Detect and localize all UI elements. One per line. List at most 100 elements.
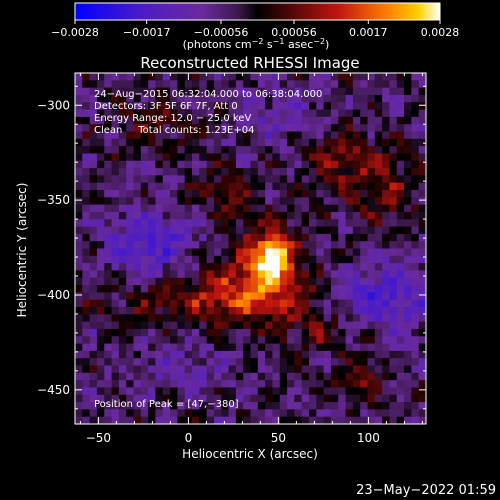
- heatmap-cell: [82, 94, 91, 103]
- heatmap-cell: [265, 358, 274, 367]
- heatmap-cell: [294, 116, 303, 125]
- heatmap-cell: [316, 263, 325, 272]
- heatmap-cell: [206, 328, 215, 337]
- heatmap-cell: [265, 87, 274, 96]
- heatmap-cell: [382, 168, 391, 176]
- y-tick-label: −350: [37, 193, 70, 207]
- heatmap-cell: [126, 321, 135, 330]
- heatmap-cell: [389, 321, 398, 330]
- heatmap-cell: [96, 380, 105, 389]
- heatmap-cell: [287, 365, 295, 374]
- heatmap-cell: [206, 307, 215, 315]
- heatmap-cell: [374, 343, 383, 352]
- heatmap-cell: [111, 124, 120, 133]
- heatmap-cell: [418, 73, 426, 81]
- heatmap-cell: [257, 321, 266, 330]
- heatmap-cell: [316, 321, 325, 330]
- heatmap-cell: [382, 116, 391, 125]
- heatmap-cell: [389, 350, 398, 359]
- heatmap-cell: [228, 387, 237, 396]
- heatmap-cell: [155, 146, 164, 155]
- heatmap-cell: [96, 211, 105, 220]
- heatmap-cell: [250, 116, 259, 125]
- colorbar-tick-label: 0.0028: [421, 26, 460, 39]
- heatmap-cell: [418, 190, 426, 198]
- heatmap-cell: [287, 372, 295, 381]
- y-tick-label: −400: [37, 288, 70, 302]
- heatmap-cell: [396, 116, 405, 125]
- heatmap-cell: [118, 285, 127, 293]
- heatmap-cell: [96, 175, 105, 184]
- heatmap-cell: [170, 402, 178, 410]
- heatmap-cell: [330, 321, 339, 330]
- heatmap-cell: [374, 197, 383, 206]
- heatmap-cell: [301, 219, 310, 228]
- heatmap-cell: [389, 219, 398, 228]
- heatmap-cell: [177, 416, 186, 424]
- heatmap-cell: [257, 292, 266, 301]
- heatmap-cell: [155, 168, 164, 176]
- heatmap-cell: [184, 211, 193, 220]
- heatmap-cell: [345, 80, 354, 89]
- heatmap-cell: [374, 116, 383, 125]
- heatmap-cell: [294, 270, 303, 279]
- heatmap-cell: [338, 175, 347, 184]
- heatmap-cell: [418, 211, 426, 220]
- heatmap-cell: [111, 416, 120, 424]
- heatmap-cell: [177, 211, 186, 220]
- heatmap-cell: [148, 175, 157, 184]
- heatmap-cell: [148, 124, 157, 133]
- heatmap-cell: [199, 87, 208, 96]
- heatmap-cell: [338, 94, 347, 103]
- heatmap-cell: [228, 343, 237, 352]
- heatmap-cell: [265, 372, 274, 381]
- heatmap-cell: [352, 350, 361, 359]
- heatmap-cell: [367, 211, 376, 220]
- heatmap-cell: [301, 307, 310, 315]
- heatmap-cell: [89, 124, 98, 133]
- heatmap-cell: [279, 372, 288, 381]
- heatmap-cell: [411, 394, 420, 403]
- heatmap-cell: [96, 336, 105, 345]
- heatmap-cell: [316, 365, 325, 374]
- heatmap-cell: [243, 168, 252, 176]
- heatmap-cell: [133, 109, 142, 118]
- heatmap-cell: [177, 336, 186, 345]
- heatmap-cell: [287, 168, 295, 176]
- heatmap-cell: [250, 321, 259, 330]
- heatmap-cell: [374, 292, 383, 301]
- heatmap-cell: [199, 270, 208, 279]
- heatmap-cell: [316, 168, 325, 176]
- heatmap-cell: [235, 116, 244, 125]
- heatmap-cell: [411, 80, 420, 89]
- heatmap-cell: [243, 314, 252, 323]
- heatmap-cell: [199, 416, 208, 424]
- heatmap-cell: [148, 416, 157, 424]
- heatmap-cell: [257, 131, 266, 140]
- heatmap-cell: [389, 116, 398, 125]
- heatmap-cell: [184, 277, 193, 286]
- heatmap-cell: [177, 365, 186, 374]
- heatmap-cell: [265, 270, 274, 279]
- heatmap-cell: [396, 307, 405, 315]
- heatmap-cell: [396, 365, 405, 374]
- heatmap-cell: [162, 138, 171, 147]
- heatmap-cell: [404, 394, 412, 403]
- heatmap-cell: [96, 109, 105, 118]
- heatmap-cell: [228, 402, 237, 410]
- heatmap-cell: [309, 343, 317, 352]
- heatmap-cell: [221, 233, 230, 242]
- heatmap-cell: [360, 365, 369, 374]
- heatmap-cell: [96, 409, 105, 418]
- heatmap-cell: [133, 409, 142, 418]
- heatmap-cell: [367, 80, 376, 89]
- heatmap-cell: [411, 109, 420, 118]
- heatmap-cell: [272, 146, 281, 155]
- heatmap-cell: [257, 87, 266, 96]
- heatmap-cell: [192, 328, 200, 337]
- heatmap-cell: [82, 372, 91, 381]
- heatmap-cell: [352, 131, 361, 140]
- heatmap-cell: [221, 394, 230, 403]
- heatmap-cell: [360, 358, 369, 367]
- heatmap-cell: [89, 248, 98, 257]
